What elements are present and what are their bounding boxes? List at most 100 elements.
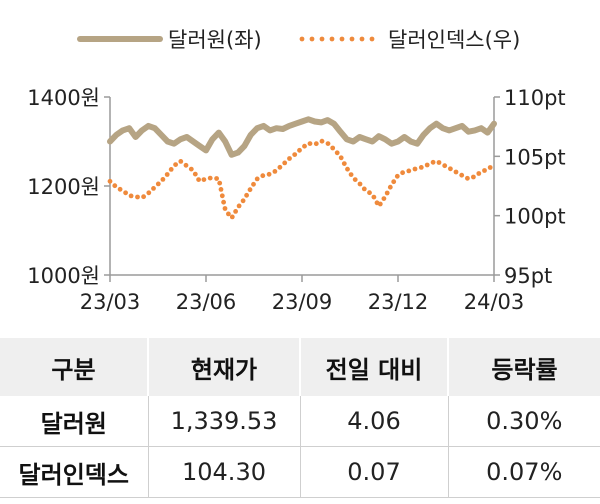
table-header-category: 구분	[0, 338, 148, 396]
series-dot-dollar-index	[214, 176, 220, 181]
table-header-current-price: 현재가	[147, 338, 300, 396]
series-dot-dollar-index	[453, 169, 459, 175]
y-left-tick-label: 1200원	[27, 175, 100, 199]
legend-label-dollar-won: 달러원(좌)	[168, 28, 262, 52]
series-dot-dollar-index	[371, 194, 377, 200]
series-dot-dollar-index	[341, 161, 347, 167]
series-dot-dollar-index	[128, 193, 134, 199]
table-header-change: 전일 대비	[299, 338, 448, 396]
series-dot-dollar-index	[266, 171, 272, 177]
series-dot-dollar-index	[178, 159, 184, 164]
legend-dot	[349, 36, 355, 42]
series-dot-dollar-index	[151, 186, 156, 191]
exchange-rate-chart: 달러원(좌) 달러인덱스(우) 1000원 1200원 1400원 95pt 100pt…	[27, 28, 565, 314]
legend-dot	[369, 36, 375, 42]
series-dot-dollar-index	[123, 190, 128, 196]
table-cell-change: 4.06	[299, 396, 448, 447]
series-dot-dollar-index	[400, 170, 405, 176]
y-right-tick-label: 100pt	[504, 205, 566, 229]
series-dot-dollar-index	[107, 178, 113, 184]
table-cell-price: 104.30	[147, 446, 300, 498]
series-dot-dollar-index	[287, 156, 292, 161]
series-dot-dollar-index	[251, 181, 256, 187]
series-dot-dollar-index	[173, 162, 179, 168]
series-dot-dollar-index	[196, 177, 202, 183]
series-dot-dollar-index	[406, 168, 412, 174]
table-cell-change: 0.07	[299, 446, 448, 498]
series-dot-dollar-index	[325, 141, 331, 147]
series-dot-dollar-index	[302, 143, 307, 149]
series-dot-dollar-index	[207, 175, 213, 181]
series-dot-dollar-index	[487, 165, 493, 170]
table-cell-name: 달러원	[0, 396, 148, 447]
legend-dot	[359, 36, 365, 42]
legend-dot	[329, 36, 335, 42]
series-dot-dollar-index	[482, 168, 487, 173]
series-dot-dollar-index	[307, 141, 313, 147]
series-dot-dollar-index	[272, 169, 278, 174]
series-dot-dollar-index	[221, 199, 227, 205]
table-header-row: 구분 현재가 전일 대비 등락률	[0, 338, 600, 396]
series-dot-dollar-index	[334, 150, 340, 156]
legend-dot	[299, 36, 305, 42]
series-dot-dollar-index	[160, 177, 166, 182]
series-dot-dollar-index	[233, 209, 239, 214]
x-tick-label: 23/09	[272, 290, 333, 314]
series-dot-dollar-index	[394, 173, 400, 179]
series-dot-dollar-index	[391, 179, 397, 185]
series-dot-dollar-index	[155, 181, 161, 187]
x-tick-label: 23/03	[80, 290, 141, 314]
series-dot-dollar-index	[229, 214, 235, 220]
x-tick-label: 23/12	[368, 290, 429, 314]
y-right-tick-label: 95pt	[504, 264, 552, 288]
series-dots-dollar-index	[107, 138, 493, 220]
legend-swatch-dollar-index	[299, 36, 375, 42]
table-row: 달러원 1,339.53 4.06 0.30%	[0, 396, 600, 447]
series-dot-dollar-index	[292, 152, 298, 158]
series-dot-dollar-index	[476, 171, 482, 176]
table-cell-price: 1,339.53	[147, 396, 300, 447]
series-dot-dollar-index	[377, 201, 383, 207]
series-dot-dollar-index	[254, 176, 260, 182]
series-dot-dollar-index	[338, 155, 344, 161]
series-dot-dollar-index	[471, 174, 476, 180]
series-dot-dollar-index	[192, 171, 198, 177]
table-header-change-rate: 등락률	[447, 338, 600, 396]
series-dot-dollar-index	[319, 138, 325, 144]
series-dot-dollar-index	[381, 196, 387, 202]
table-cell-rate: 0.07%	[447, 446, 600, 498]
series-dot-dollar-index	[164, 172, 170, 177]
series-dot-dollar-index	[135, 194, 140, 200]
series-dot-dollar-index	[112, 183, 118, 189]
chart-legend: 달러원(좌) 달러인덱스(우)	[77, 28, 520, 52]
series-dot-dollar-index	[297, 147, 302, 153]
series-dot-dollar-index	[146, 190, 152, 196]
y-left-tick-label: 1000원	[27, 264, 100, 288]
series-dot-dollar-index	[430, 159, 436, 165]
series-dot-dollar-index	[141, 194, 147, 200]
table-cell-rate: 0.30%	[447, 396, 600, 447]
series-dot-dollar-index	[226, 211, 231, 217]
series-dot-dollar-index	[183, 162, 189, 168]
series-dot-dollar-index	[222, 206, 228, 211]
series-dot-dollar-index	[448, 166, 453, 172]
series-dot-dollar-index	[313, 141, 319, 147]
series-dot-dollar-index	[236, 203, 242, 209]
series-dot-dollar-index	[357, 181, 363, 187]
series-dot-dollar-index	[247, 187, 253, 193]
series-dot-dollar-index	[465, 175, 470, 181]
series-dot-dollar-index	[168, 167, 174, 172]
summary-table: 구분 현재가 전일 대비 등락률 달러원 1,339.53 4.06 0.30%…	[0, 338, 600, 498]
chart-axes: 1000원 1200원 1400원 95pt 100pt 105pt 110pt 23/03 2…	[27, 86, 565, 314]
x-tick-label: 23/06	[176, 290, 237, 314]
series-dot-dollar-index	[367, 190, 372, 196]
series-dot-dollar-index	[459, 172, 465, 178]
series-dot-dollar-index	[188, 166, 194, 172]
series-dot-dollar-index	[387, 184, 393, 190]
series-dot-dollar-index	[348, 172, 354, 178]
series-dot-dollar-index	[218, 187, 224, 192]
series-dot-dollar-index	[330, 145, 336, 151]
series-dot-dollar-index	[361, 186, 367, 192]
series-dot-dollar-index	[217, 180, 223, 186]
legend-dot	[339, 36, 345, 42]
